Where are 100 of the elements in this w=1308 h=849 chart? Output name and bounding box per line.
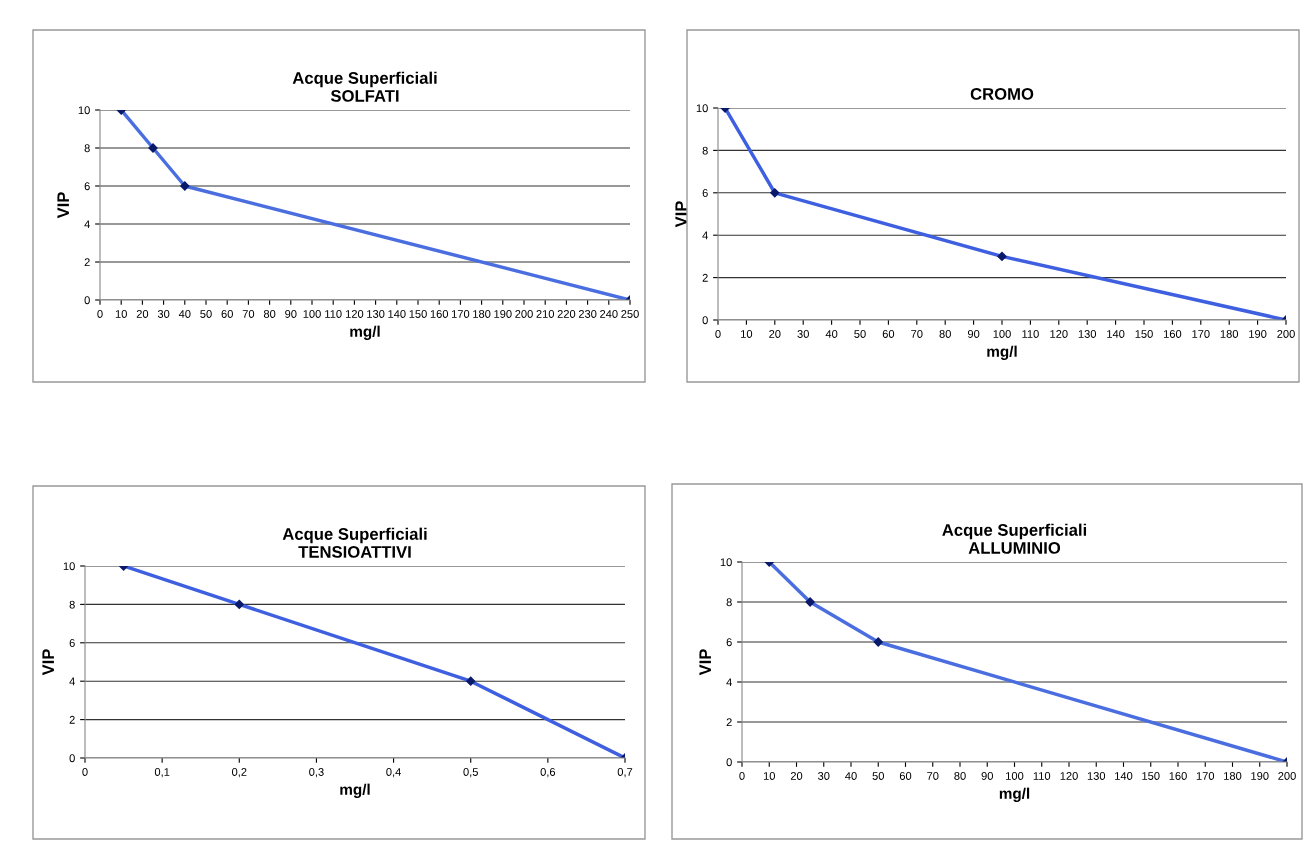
x-tick-label: 170 <box>1196 772 1215 780</box>
x-tick-label: 160 <box>1169 772 1187 780</box>
y-tick-label: 2 <box>726 718 732 727</box>
x-tick-label: 50 <box>854 330 866 338</box>
x-tick-label: 150 <box>409 310 427 318</box>
x-tick-label: 140 <box>1115 772 1133 780</box>
x-tick-label: 120 <box>1050 330 1068 338</box>
x-tick-label: 80 <box>939 330 951 338</box>
x-tick-label: 90 <box>981 772 993 780</box>
y-tick-label: 0 <box>84 296 90 305</box>
x-tick-label: 10 <box>115 310 127 318</box>
x-tick-label: 110 <box>1022 330 1039 338</box>
x-tick-label: 160 <box>430 310 449 318</box>
y-tick-label: 0 <box>69 754 75 763</box>
x-tick-label: 130 <box>1078 330 1097 338</box>
y-tick-label: 4 <box>84 220 90 229</box>
x-tick-label: 30 <box>797 330 809 338</box>
y-tick-label: 8 <box>84 144 90 153</box>
x-tick-label: 170 <box>1192 330 1210 338</box>
x-tick-label: 110 <box>1033 772 1051 780</box>
y-axis-title: VIP <box>57 192 69 219</box>
y-tick-label: 0 <box>702 316 708 325</box>
x-tick-label: 140 <box>388 310 406 318</box>
y-tick-label: 8 <box>69 600 75 609</box>
x-tick-label: 190 <box>1249 330 1267 338</box>
x-axis-title: mg/l <box>999 787 1030 802</box>
x-tick-label: 0,5 <box>463 768 478 778</box>
x-tick-label: 0,7 <box>617 768 633 778</box>
x-tick-label: 40 <box>825 330 838 338</box>
x-tick-label: 0 <box>739 772 745 780</box>
x-tick-label: 20 <box>136 310 149 318</box>
y-tick-label: 6 <box>69 639 75 647</box>
x-tick-label: 40 <box>178 310 191 318</box>
chart-title: Acque Superficiali ALLUMINIO <box>942 523 1087 554</box>
x-axis-title: mg/l <box>987 345 1017 360</box>
x-tick-label: 0 <box>97 310 103 318</box>
x-tick-label: 180 <box>1224 772 1242 780</box>
x-tick-label: 10 <box>741 330 753 338</box>
x-tick-label: 20 <box>769 330 781 338</box>
chart-title: Acque Superficiali TENSIOATTIVI <box>282 527 427 558</box>
y-tick-label: 2 <box>84 258 90 267</box>
y-tick-label: 6 <box>726 638 732 647</box>
x-tick-label: 100 <box>993 330 1011 338</box>
y-axis-title: VIP <box>42 649 54 676</box>
y-tick-label: 2 <box>69 715 75 724</box>
x-tick-label: 120 <box>1060 772 1078 780</box>
x-tick-label: 10 <box>763 772 775 780</box>
x-tick-label: 0,1 <box>154 768 170 778</box>
x-tick-label: 200 <box>515 310 533 318</box>
chart-title: CROMO <box>970 88 1034 100</box>
x-tick-label: 150 <box>1142 772 1160 780</box>
x-tick-label: 140 <box>1107 330 1125 338</box>
y-tick-label: 4 <box>726 678 732 687</box>
y-axis-title: VIP <box>675 201 687 228</box>
x-tick-label: 50 <box>872 772 884 780</box>
y-tick-label: 6 <box>702 189 708 197</box>
y-tick-label: 4 <box>69 677 75 686</box>
x-tick-label: 180 <box>473 310 491 318</box>
x-tick-label: 0,4 <box>386 768 401 778</box>
x-tick-label: 230 <box>578 310 597 318</box>
x-tick-label: 100 <box>1006 772 1024 780</box>
x-tick-label: 190 <box>494 310 512 318</box>
chart-title: Acque Superficiali SOLFATI <box>292 71 437 102</box>
x-tick-label: 0,2 <box>232 768 247 778</box>
x-tick-label: 180 <box>1220 330 1239 338</box>
x-tick-label: 20 <box>790 772 803 780</box>
x-tick-label: 190 <box>1251 772 1269 780</box>
x-tick-label: 60 <box>882 330 895 338</box>
x-tick-label: 60 <box>221 310 233 318</box>
x-tick-label: 160 <box>1163 330 1182 338</box>
x-axis-title: mg/l <box>340 783 370 798</box>
x-tick-label: 30 <box>157 310 170 318</box>
y-tick-label: 10 <box>63 562 75 571</box>
x-tick-label: 220 <box>557 310 576 318</box>
y-tick-label: 10 <box>696 104 708 113</box>
y-tick-label: 2 <box>702 273 708 282</box>
y-tick-label: 8 <box>702 146 708 155</box>
x-axis-title: mg/l <box>350 325 380 340</box>
x-tick-label: 40 <box>845 772 857 780</box>
x-tick-label: 70 <box>911 330 923 338</box>
x-tick-label: 80 <box>954 772 966 780</box>
y-tick-label: 10 <box>78 106 90 115</box>
y-tick-label: 6 <box>84 182 90 191</box>
x-tick-label: 80 <box>263 310 276 318</box>
x-tick-label: 210 <box>536 310 555 318</box>
x-tick-label: 120 <box>345 310 364 318</box>
x-tick-label: 200 <box>1278 772 1296 780</box>
x-tick-label: 130 <box>367 310 385 318</box>
y-axis-title: VIP <box>699 649 711 676</box>
x-tick-label: 170 <box>451 310 470 318</box>
x-tick-label: 100 <box>303 310 321 318</box>
x-tick-label: 200 <box>1277 330 1295 338</box>
x-tick-label: 90 <box>967 330 980 338</box>
x-tick-label: 90 <box>285 310 297 318</box>
y-tick-label: 4 <box>702 231 708 240</box>
x-tick-label: 240 <box>600 310 618 318</box>
x-tick-label: 60 <box>899 772 912 780</box>
x-tick-label: 130 <box>1087 772 1106 780</box>
x-tick-label: 50 <box>200 310 212 318</box>
x-tick-label: 0,6 <box>540 768 556 778</box>
